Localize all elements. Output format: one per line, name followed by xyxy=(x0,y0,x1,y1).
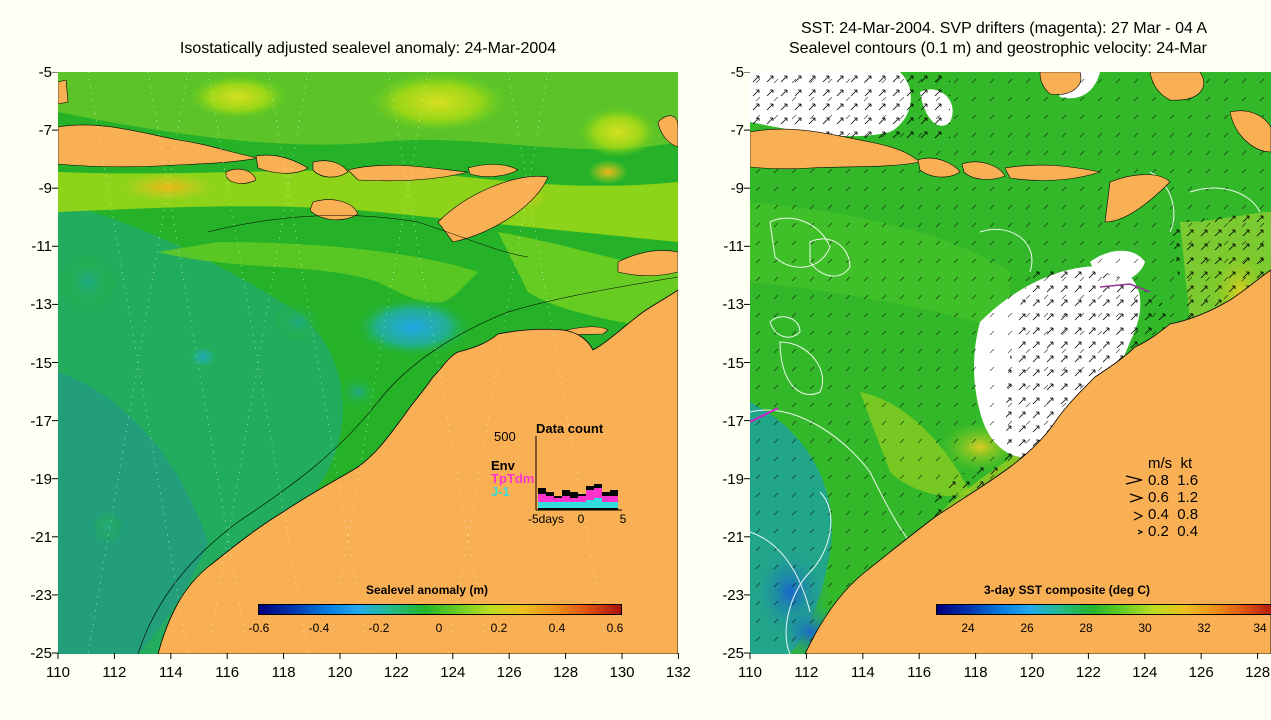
left-map-title: Isostatically adjusted sealevel anomaly:… xyxy=(179,40,557,57)
left-x-tick-label: 116 xyxy=(215,664,240,681)
right-colorbar-label: 3-day SST composite (deg C) xyxy=(984,583,1151,597)
right-y-tick-label: -9 xyxy=(730,180,744,198)
right-sst-map: m/s kt 0.8 1.6 0.6 1.2 0.4 0.8 0.2 0.4 3… xyxy=(750,72,1271,654)
right-x-tick-label: 110 xyxy=(738,664,762,681)
left-x-tick-label: 122 xyxy=(383,664,409,681)
right-y-tick-label: -19 xyxy=(722,470,744,488)
left-y-tick-label: -25 xyxy=(30,645,52,662)
speed-legend-row-0: 0.8 1.6 xyxy=(1148,472,1198,489)
right-y-tick-label: -11 xyxy=(723,238,744,256)
right-x-tick-label: 126 xyxy=(1188,664,1214,681)
right-cb-tick-4: 32 xyxy=(1197,621,1211,635)
data-count-legend-tptdm: TpTdm xyxy=(491,471,535,486)
left-x-tick-label: 114 xyxy=(158,664,183,681)
left-axes-ticks xyxy=(52,72,679,659)
data-count-title: Data count xyxy=(536,421,604,436)
speed-kt-2: 0.8 xyxy=(1177,506,1199,523)
left-x-tick-label: 132 xyxy=(665,664,691,681)
right-map-title-line2: Sealevel contours (0.1 m) and geostrophi… xyxy=(789,40,1207,57)
right-x-tick-label: 120 xyxy=(1019,664,1045,681)
left-y-tick-label: -9 xyxy=(38,180,52,198)
right-y-tick-label: -23 xyxy=(722,586,744,604)
left-y-tick-label: -17 xyxy=(30,412,52,430)
right-x-tick-label: 116 xyxy=(907,664,932,681)
left-cb-tick-0: -0.6 xyxy=(248,621,270,635)
left-colorbar-label: Sealevel anomaly (m) xyxy=(366,583,489,597)
right-x-tick-label: 114 xyxy=(850,664,875,681)
right-y-tick-label: -13 xyxy=(722,296,744,314)
left-cb-tick-3: 0 xyxy=(435,621,443,635)
speed-legend-kt-header: kt xyxy=(1180,455,1193,472)
right-y-tick-label: -17 xyxy=(722,412,744,430)
right-y-tick-label: -5 xyxy=(730,64,744,81)
speed-kt-3: 0.4 xyxy=(1177,523,1199,540)
left-colorbar xyxy=(258,604,622,615)
left-cb-tick-1: -0.4 xyxy=(308,621,330,635)
left-x-tick-label: 110 xyxy=(46,664,70,681)
left-y-tick-label: -15 xyxy=(30,354,52,372)
left-cb-tick-4: 0.2 xyxy=(490,621,508,635)
right-x-tick-label: 124 xyxy=(1132,664,1158,681)
right-y-tick-label: -7 xyxy=(730,122,744,140)
left-y-tick-label: -11 xyxy=(31,238,52,256)
left-y-tick-label: -5 xyxy=(38,64,52,81)
speed-ms-2: 0.4 xyxy=(1148,506,1169,523)
data-count-xlabel-right: 5 xyxy=(619,512,627,526)
data-count-legend-j1: J-1 xyxy=(491,484,510,499)
right-y-tick-label: -15 xyxy=(722,354,744,372)
right-x-tick-label: 118 xyxy=(963,664,988,681)
right-x-tick-label: 112 xyxy=(794,664,819,681)
speed-kt-0: 1.6 xyxy=(1177,472,1199,489)
left-cb-tick-6: 0.6 xyxy=(606,621,624,635)
left-x-tick-label: 120 xyxy=(327,664,353,681)
right-cb-tick-1: 26 xyxy=(1020,621,1034,635)
data-count-xlabel-mid: 0 xyxy=(577,512,585,526)
data-count-histogram xyxy=(535,436,622,511)
right-cb-tick-0: 24 xyxy=(961,621,975,635)
left-x-tick-label: 118 xyxy=(271,664,296,681)
speed-legend-ms-header: m/s xyxy=(1148,455,1173,472)
speed-legend-header: m/s kt xyxy=(1148,455,1192,472)
left-x-tick-label: 126 xyxy=(496,664,522,681)
right-map-title-line1: SST: 24-Mar-2004. SVP drifters (magenta)… xyxy=(801,20,1208,37)
left-cb-tick-5: 0.4 xyxy=(548,621,566,635)
right-x-tick-label: 128 xyxy=(1245,664,1271,681)
speed-ms-0: 0.8 xyxy=(1148,472,1169,489)
left-map-svg xyxy=(58,72,678,654)
speed-kt-1: 1.2 xyxy=(1177,489,1199,506)
left-x-tick-label: 130 xyxy=(609,664,635,681)
left-x-tick-label: 124 xyxy=(440,664,466,681)
speed-ms-1: 0.6 xyxy=(1148,489,1169,506)
left-cb-tick-2: -0.2 xyxy=(368,621,390,635)
speed-legend-row-1: 0.6 1.2 xyxy=(1148,489,1198,506)
right-y-tick-label: -25 xyxy=(722,645,744,662)
left-x-tick-label: 128 xyxy=(553,664,579,681)
left-x-tick-label: 112 xyxy=(102,664,127,681)
right-cb-tick-2: 28 xyxy=(1079,621,1093,635)
data-count-xlabel-left: -5days xyxy=(527,512,565,526)
right-y-tick-label: -21 xyxy=(722,528,744,546)
left-y-tick-label: -21 xyxy=(30,528,52,546)
right-cb-tick-3: 30 xyxy=(1138,621,1152,635)
speed-ms-3: 0.2 xyxy=(1148,523,1169,540)
right-colorbar xyxy=(936,604,1271,615)
right-axes-ticks xyxy=(744,72,1259,659)
left-y-tick-label: -7 xyxy=(38,122,52,140)
left-sealevel-map: Data count 500 Env TpTdm J-1 -5days 0 5 … xyxy=(58,72,678,654)
right-x-tick-label: 122 xyxy=(1075,664,1101,681)
speed-legend-arrows xyxy=(1125,475,1144,535)
data-count-legend-env: Env xyxy=(491,458,515,473)
speed-legend-row-2: 0.4 0.8 xyxy=(1148,506,1198,523)
left-y-tick-label: -13 xyxy=(30,296,52,314)
right-cb-tick-5: 34 xyxy=(1253,621,1267,635)
data-count-ymax: 500 xyxy=(494,429,516,444)
speed-legend-row-3: 0.2 0.4 xyxy=(1148,523,1198,540)
right-map-svg xyxy=(750,72,1271,654)
left-y-tick-label: -23 xyxy=(30,586,52,604)
left-y-tick-label: -19 xyxy=(30,470,52,488)
